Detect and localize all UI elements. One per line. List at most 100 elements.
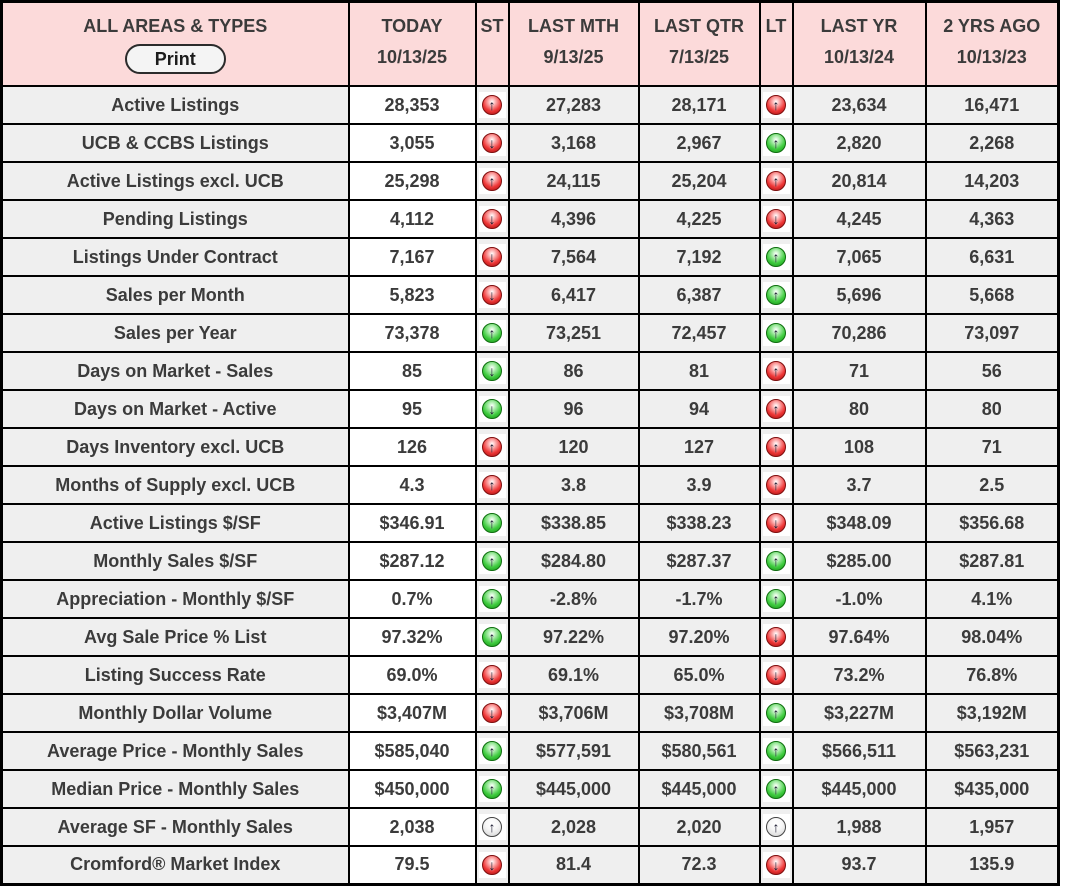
trend-up-icon: ↑: [482, 95, 502, 115]
trend-up-icon: ↑: [766, 817, 786, 837]
trend-cell: ↑: [474, 769, 510, 809]
column-header-today: TODAY 10/13/25: [347, 0, 477, 87]
row-label: Listings Under Contract: [0, 237, 350, 277]
trend-up-icon: ↑: [766, 247, 786, 267]
two-yrs-ago-value: $287.81: [924, 541, 1060, 581]
last-yr-value: 71: [791, 351, 927, 391]
trend-down-icon: ↓: [766, 209, 786, 229]
last-qtr-value: $580,561: [637, 731, 761, 771]
row-label: Average SF - Monthly Sales: [0, 807, 350, 847]
table-row: Average Price - Monthly Sales $585,040 ↑ $5…: [0, 731, 1060, 771]
trend-cell: ↑: [758, 389, 794, 429]
last-yr-value: $3,227M: [791, 693, 927, 733]
trend-cell: ↓: [474, 693, 510, 733]
two-yrs-ago-value: 4.1%: [924, 579, 1060, 619]
trend-up-icon: ↑: [766, 589, 786, 609]
header-row: ALL AREAS & TYPES Print TODAY 10/13/25 S…: [0, 0, 1060, 87]
trend-icon-box: ↓: [478, 282, 506, 308]
table-row: Pending Listings 4,112 ↓ 4,396 4,225 ↓ 4,245 4,…: [0, 199, 1060, 239]
trend-icon-box: ↓: [478, 396, 506, 422]
last-qtr-value: $287.37: [637, 541, 761, 581]
last-qtr-value: 94: [637, 389, 761, 429]
last-qtr-value: -1.7%: [637, 579, 761, 619]
last-mth-value: 120: [507, 427, 640, 467]
row-label: Average Price - Monthly Sales: [0, 731, 350, 771]
trend-cell: ↑: [758, 161, 794, 201]
last-mth-value: 4,396: [507, 199, 640, 239]
table-body: Active Listings 28,353 ↑ 27,283 28,171 ↑ 23,63…: [0, 85, 1060, 885]
trend-cell: ↓: [758, 617, 794, 657]
trend-icon-box: ↑: [762, 282, 790, 308]
column-date: 10/13/24: [823, 47, 895, 67]
table-row: Median Price - Monthly Sales $450,000 ↑ $44…: [0, 769, 1060, 809]
trend-icon-box: ↓: [478, 700, 506, 726]
last-mth-value: $445,000: [507, 769, 640, 809]
trend-cell: ↑: [474, 427, 510, 467]
last-qtr-value: 72,457: [637, 313, 761, 353]
table-row: Days Inventory excl. UCB 126 ↑ 120 127 ↑ 108 71: [0, 427, 1060, 467]
last-mth-value: $338.85: [507, 503, 640, 543]
trend-down-icon: ↓: [482, 665, 502, 685]
trend-icon-box: ↓: [762, 624, 790, 650]
last-qtr-value: 97.20%: [637, 617, 761, 657]
trend-down-icon: ↓: [482, 285, 502, 305]
last-qtr-value: 28,171: [637, 85, 761, 125]
last-qtr-value: 127: [637, 427, 761, 467]
today-value: $450,000: [347, 769, 477, 809]
row-label: Pending Listings: [0, 199, 350, 239]
row-label: Sales per Month: [0, 275, 350, 315]
last-mth-value: 86: [507, 351, 640, 391]
two-yrs-ago-value: $435,000: [924, 769, 1060, 809]
last-yr-value: $285.00: [791, 541, 927, 581]
today-value: $585,040: [347, 731, 477, 771]
last-qtr-value: 3.9: [637, 465, 761, 505]
trend-down-icon: ↓: [482, 399, 502, 419]
today-value: 73,378: [347, 313, 477, 353]
trend-icon-box: ↑: [762, 434, 790, 460]
table-row: Days on Market - Active 95 ↓ 96 94 ↑ 80 80: [0, 389, 1060, 429]
trend-icon-box: ↑: [478, 776, 506, 802]
trend-icon-box: ↑: [478, 586, 506, 612]
two-yrs-ago-value: $563,231: [924, 731, 1060, 771]
two-yrs-ago-value: 14,203: [924, 161, 1060, 201]
trend-up-icon: ↑: [482, 741, 502, 761]
last-yr-value: -1.0%: [791, 579, 927, 619]
trend-icon-box: ↑: [762, 776, 790, 802]
last-mth-value: 81.4: [507, 845, 640, 885]
last-yr-value: 20,814: [791, 161, 927, 201]
column-header-st: ST: [474, 0, 510, 87]
trend-icon-box: ↑: [478, 168, 506, 194]
trend-up-icon: ↑: [766, 361, 786, 381]
row-label: Days on Market - Active: [0, 389, 350, 429]
trend-icon-box: ↓: [762, 851, 790, 878]
trend-icon-box: ↑: [762, 548, 790, 574]
last-yr-value: $445,000: [791, 769, 927, 809]
last-yr-value: 1,988: [791, 807, 927, 847]
last-mth-value: 96: [507, 389, 640, 429]
trend-cell: ↑: [474, 85, 510, 125]
last-yr-value: 3.7: [791, 465, 927, 505]
trend-up-icon: ↑: [766, 437, 786, 457]
trend-cell: ↑: [474, 807, 510, 847]
trend-cell: ↑: [474, 579, 510, 619]
last-mth-value: 7,564: [507, 237, 640, 277]
last-mth-value: 3.8: [507, 465, 640, 505]
trend-down-icon: ↓: [766, 665, 786, 685]
two-yrs-ago-value: 1,957: [924, 807, 1060, 847]
trend-cell: ↑: [474, 161, 510, 201]
column-header-lt: LT: [758, 0, 794, 87]
trend-up-icon: ↑: [482, 171, 502, 191]
trend-icon-box: ↑: [762, 244, 790, 270]
last-yr-value: 5,696: [791, 275, 927, 315]
trend-cell: ↑: [474, 541, 510, 581]
trend-icon-box: ↑: [762, 320, 790, 346]
table-row: Cromford® Market Index 79.5 ↓ 81.4 72.3 ↓ 93.7…: [0, 845, 1060, 885]
trend-icon-box: ↑: [478, 320, 506, 346]
last-mth-value: 3,168: [507, 123, 640, 163]
trend-down-icon: ↓: [482, 247, 502, 267]
today-value: 7,167: [347, 237, 477, 277]
trend-icon-box: ↑: [478, 814, 506, 840]
print-button[interactable]: Print: [124, 44, 226, 74]
today-value: 4.3: [347, 465, 477, 505]
